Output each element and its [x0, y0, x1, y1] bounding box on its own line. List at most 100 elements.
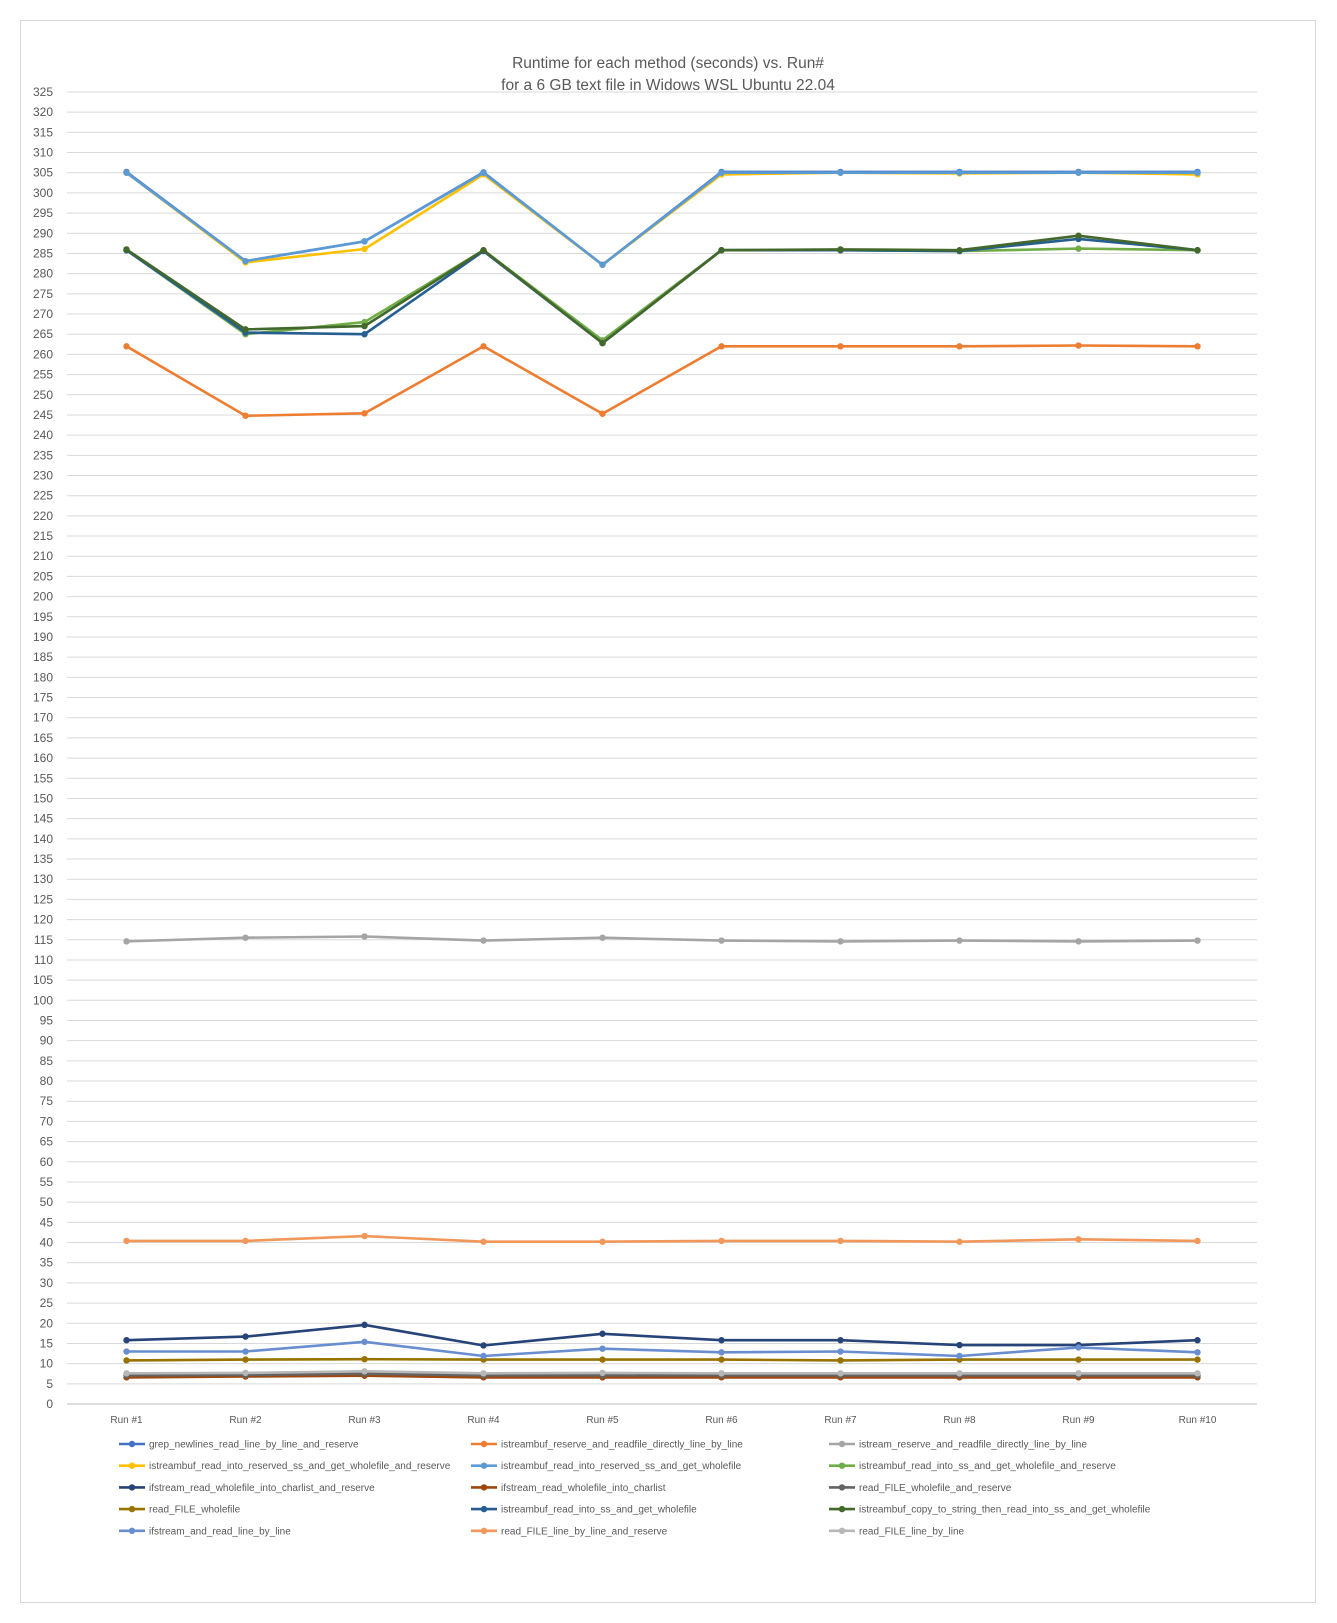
- data-point: [599, 1330, 606, 1337]
- data-point: [956, 1352, 963, 1360]
- y-tick-label: 265: [33, 327, 53, 341]
- data-point: [242, 1237, 249, 1245]
- y-tick-label: 190: [33, 630, 53, 644]
- data-point: [361, 322, 368, 330]
- data-point: [718, 1337, 725, 1344]
- data-point: [837, 1237, 844, 1245]
- data-point: [718, 1356, 725, 1363]
- y-tick-label: 165: [33, 731, 53, 745]
- legend-label: istreambuf_copy_to_string_then_read_into…: [859, 1505, 1151, 1516]
- data-point: [599, 339, 606, 347]
- y-tick-label: 150: [33, 791, 53, 805]
- data-point: [480, 1342, 487, 1349]
- legend-swatch-marker: [480, 1505, 488, 1513]
- data-point: [123, 169, 130, 176]
- series-line: [126, 1374, 1198, 1379]
- data-point: [123, 1348, 130, 1355]
- y-tick-label: 70: [40, 1114, 54, 1128]
- data-point: [718, 937, 725, 944]
- legend-swatch-marker: [128, 1462, 136, 1469]
- y-tick-label: 85: [40, 1054, 54, 1068]
- data-point: [599, 261, 606, 268]
- y-tick-label: 215: [33, 529, 53, 543]
- data-point: [361, 245, 368, 253]
- data-point: [837, 343, 844, 350]
- legend-swatch-marker: [480, 1462, 488, 1469]
- series-line: [126, 1234, 1198, 1243]
- data-point: [599, 1345, 606, 1352]
- y-tick-label: 75: [40, 1094, 54, 1108]
- data-point: [1075, 1344, 1082, 1351]
- data-point: [242, 934, 249, 941]
- data-point: [956, 343, 963, 350]
- y-tick-label: 290: [33, 226, 53, 240]
- data-point: [480, 343, 487, 350]
- y-tick-label: 15: [40, 1336, 54, 1350]
- data-point: [480, 1370, 487, 1377]
- y-tick-label: 175: [33, 691, 53, 705]
- data-point: [123, 1237, 130, 1245]
- series-line: [125, 344, 1198, 418]
- y-tick-label: 35: [40, 1256, 54, 1270]
- series-line: [126, 1340, 1198, 1358]
- data-point: [242, 1348, 249, 1355]
- data-point: [361, 1232, 368, 1240]
- y-tick-label: 80: [40, 1074, 54, 1088]
- x-tick-label: Run #2: [229, 1415, 262, 1426]
- data-point: [480, 169, 487, 176]
- y-tick-label: 130: [33, 872, 53, 886]
- data-point: [242, 412, 249, 419]
- data-point: [1194, 937, 1201, 944]
- data-point: [361, 1368, 368, 1375]
- series-line: [125, 171, 1198, 267]
- y-tick-label: 90: [40, 1034, 54, 1048]
- y-tick-label: 305: [33, 166, 53, 180]
- y-tick-label: 115: [34, 933, 53, 947]
- y-tick-label: 195: [33, 610, 53, 624]
- y-tick-label: 100: [33, 993, 53, 1007]
- legend-label: read_FILE_wholefile_and_reserve: [859, 1483, 1012, 1494]
- y-tick-label: 295: [33, 206, 53, 220]
- series-line: [126, 1357, 1198, 1362]
- y-tick-label: 210: [33, 549, 53, 563]
- data-point: [1194, 1337, 1201, 1344]
- y-tick-label: 65: [40, 1135, 54, 1149]
- x-tick-label: Run #5: [586, 1415, 619, 1426]
- line-chart-svg: 0 5 10 15 20 25 30 35 40 45 50 55 60 65 70 75 80 85 90 95 10…: [33, 85, 1257, 1537]
- legend-swatch-marker: [480, 1527, 488, 1535]
- data-point: [1075, 1236, 1082, 1243]
- data-point: [956, 937, 963, 944]
- y-tick-label: 5: [46, 1377, 53, 1391]
- legend-swatch-marker: [128, 1484, 136, 1491]
- x-tick-label: Run #9: [1062, 1415, 1095, 1426]
- data-point: [718, 247, 725, 254]
- data-point: [1075, 938, 1082, 945]
- data-point: [599, 1356, 606, 1363]
- legend-swatch-marker: [128, 1440, 136, 1448]
- y-tick-label: 185: [33, 650, 53, 664]
- data-point: [1075, 245, 1082, 252]
- y-tick-label: 320: [33, 105, 53, 119]
- y-tick-label: 205: [33, 569, 53, 583]
- data-point: [361, 1355, 368, 1363]
- data-point: [480, 937, 487, 944]
- y-tick-label: 230: [33, 469, 53, 483]
- data-point: [956, 247, 963, 254]
- y-tick-label: 220: [33, 509, 53, 523]
- chart-frame: Runtime for each method (seconds) vs. Ru…: [20, 20, 1316, 1603]
- series-line: [125, 234, 1198, 345]
- data-point: [837, 938, 844, 945]
- data-point: [1194, 1356, 1201, 1363]
- y-tick-label: 155: [33, 771, 53, 785]
- legend-swatch-marker: [480, 1440, 488, 1448]
- data-point: [718, 343, 725, 350]
- data-point: [361, 933, 368, 940]
- y-tick-label: 315: [33, 125, 53, 139]
- data-point: [1194, 1237, 1201, 1245]
- chart-subtitle: for a 6 GB text file in Widows WSL Ubunt…: [501, 77, 835, 94]
- data-point: [361, 1321, 368, 1329]
- data-point: [1075, 169, 1082, 176]
- data-point: [123, 343, 130, 350]
- legend-label: ifstream_read_wholefile_into_charlist_an…: [149, 1483, 375, 1494]
- y-tick-label: 255: [33, 368, 53, 382]
